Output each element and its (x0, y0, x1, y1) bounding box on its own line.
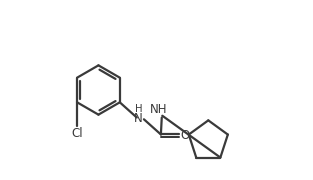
Text: H: H (135, 104, 142, 114)
Text: NH: NH (150, 103, 168, 116)
Text: Cl: Cl (71, 127, 83, 140)
Text: N: N (134, 112, 143, 125)
Text: O: O (180, 129, 189, 142)
